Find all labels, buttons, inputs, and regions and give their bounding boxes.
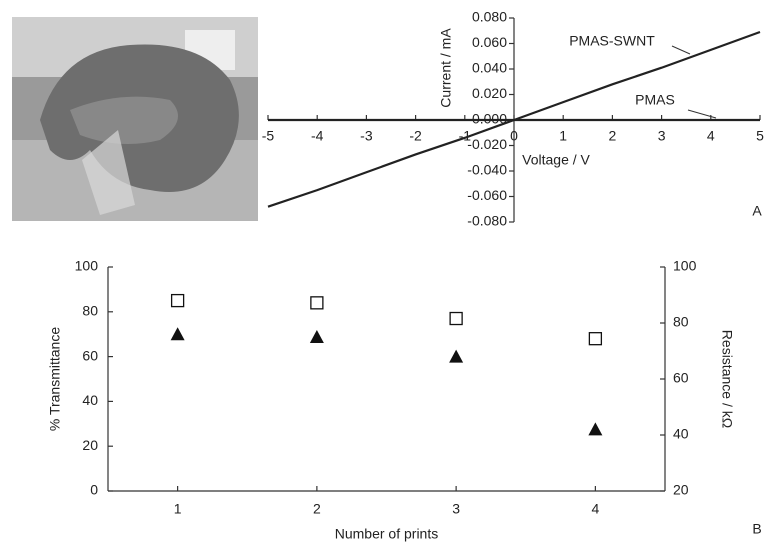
data-point <box>449 311 463 326</box>
x-tick-label: 2 <box>313 501 321 517</box>
data-point <box>170 327 185 341</box>
y-tick-label: 60 <box>82 347 98 363</box>
panel-label: A <box>752 203 762 219</box>
y-tick-label: -0.060 <box>467 187 507 203</box>
x-tick-label: 2 <box>609 128 617 144</box>
x-tick-label: 5 <box>756 128 764 144</box>
panel-label: B <box>752 521 761 537</box>
y2-tick-label: 80 <box>673 314 689 330</box>
x-tick-label: -4 <box>311 128 324 144</box>
y-tick-label: 0.080 <box>472 9 507 25</box>
x-tick-label: 3 <box>452 501 460 517</box>
y-tick-label: 0.020 <box>472 85 507 101</box>
photo <box>12 17 258 221</box>
data-point <box>170 293 185 308</box>
y-axis-label: % Transmittance <box>47 327 63 431</box>
x-tick-label: 0 <box>510 128 518 144</box>
y2-tick-label: 20 <box>673 482 689 498</box>
y-tick-label: 0.000 <box>472 111 507 127</box>
x-tick-label: -3 <box>360 128 373 144</box>
x-axis-label: Voltage / V <box>522 152 590 168</box>
y-tick-label: 80 <box>82 303 98 319</box>
data-point <box>588 422 603 436</box>
y-tick-label: 40 <box>82 392 98 408</box>
y-axis-label: Current / mA <box>438 28 454 108</box>
x-axis-label: Number of prints <box>335 526 438 542</box>
x-tick-label: 3 <box>658 128 666 144</box>
annotation: PMAS-SWNT <box>569 33 655 49</box>
data-point <box>310 296 324 310</box>
y2-tick-label: 40 <box>673 426 689 442</box>
x-tick-label: 1 <box>174 501 182 517</box>
y2-tick-label: 100 <box>673 258 697 274</box>
x-tick-label: 4 <box>591 501 599 517</box>
data-point <box>449 349 464 363</box>
y2-tick-label: 60 <box>673 370 689 386</box>
data-point <box>309 330 324 343</box>
y-tick-label: 0.040 <box>472 60 507 76</box>
y-tick-label: -0.040 <box>467 162 507 178</box>
y-tick-label: 0 <box>90 482 98 498</box>
x-tick-label: -2 <box>409 128 422 144</box>
y-tick-label: 100 <box>75 258 99 274</box>
x-tick-label: 1 <box>559 128 567 144</box>
x-tick-label: -5 <box>262 128 275 144</box>
y-tick-label: -0.080 <box>467 213 507 229</box>
annotation-arrow <box>687 109 717 119</box>
y-tick-label: 0.060 <box>472 34 507 50</box>
y-tick-label: 20 <box>82 437 98 453</box>
data-point <box>588 332 603 346</box>
y-tick-label: -0.020 <box>467 136 507 152</box>
x-tick-label: 4 <box>707 128 715 144</box>
y2-axis-label: Resistance / kΩ <box>719 330 735 428</box>
annotation-arrow <box>671 45 691 55</box>
annotation: PMAS <box>635 92 675 108</box>
